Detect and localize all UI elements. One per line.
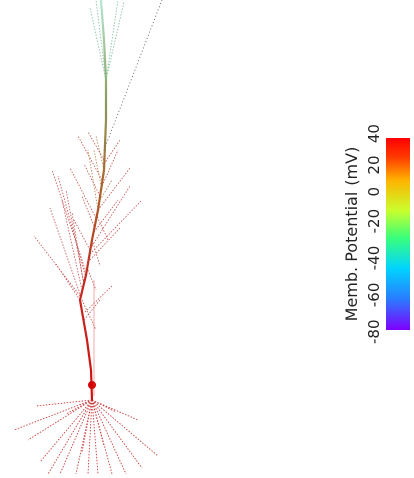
colorbar-tick-label: 0 [364, 187, 384, 197]
apical-tuft [90, 0, 124, 80]
long-oblique-dendrite [104, 0, 162, 150]
colorbar-tick-label: 20 [364, 155, 384, 174]
colorbar-ticks: -80 -60 -40 -20 0 20 40 [364, 124, 384, 344]
basal-dendrites [14, 400, 158, 474]
colorbar-tick-label: -40 [364, 246, 384, 271]
colorbar-tick-label: 40 [364, 124, 384, 143]
colorbar-title-text: Memb. Potential [342, 192, 362, 322]
soma [88, 381, 96, 389]
colorbar-tick-label: -20 [364, 209, 384, 234]
colorbar [386, 138, 410, 330]
colorbar-tick-label: -80 [364, 320, 384, 345]
colorbar-title: Memb. Potential (mV) [342, 119, 362, 349]
colorbar-unit: (mV) [342, 147, 362, 186]
colorbar-tick-label: -60 [364, 283, 384, 308]
oblique-dendrites [34, 132, 142, 330]
